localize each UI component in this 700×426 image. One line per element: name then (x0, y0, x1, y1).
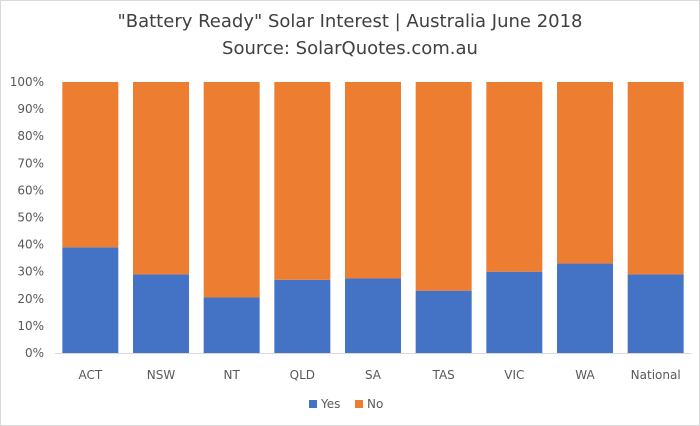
y-tick-label: 10% (17, 319, 44, 333)
bar-yes-tas (415, 290, 472, 353)
y-tick-label: 90% (17, 102, 44, 116)
bar-yes-nsw (133, 274, 189, 353)
legend-label-no: No (367, 397, 383, 411)
y-tick-label: 40% (17, 238, 44, 252)
bar-yes-national (627, 274, 684, 353)
y-tick-label: 60% (17, 183, 44, 197)
legend-label-yes: Yes (320, 397, 340, 411)
y-tick-label: 20% (17, 292, 44, 306)
bar-no-tas (415, 82, 472, 291)
y-tick-label: 30% (17, 265, 44, 279)
bar-no-act (62, 82, 119, 248)
y-tick-label: 80% (17, 129, 44, 143)
x-tick-label: VIC (504, 368, 524, 382)
bar-no-national (627, 82, 684, 275)
chart-subtitle: Source: SolarQuotes.com.au (222, 38, 478, 59)
legend-swatch-no (355, 400, 363, 408)
x-tick-label: NSW (147, 368, 176, 382)
x-tick-label: NT (224, 368, 241, 382)
legend-swatch-yes (309, 400, 317, 408)
bar-yes-vic (486, 271, 543, 353)
bar-no-vic (486, 82, 543, 272)
bar-no-sa (345, 82, 401, 279)
chart-title: "Battery Ready" Solar Interest | Austral… (117, 11, 583, 32)
bar-no-nsw (133, 82, 189, 275)
bar-yes-sa (345, 278, 401, 353)
bar-yes-wa (557, 263, 613, 353)
x-tick-label: ACT (78, 368, 102, 382)
x-tick-label: SA (365, 368, 382, 382)
y-tick-label: 50% (17, 211, 44, 225)
x-tick-label: QLD (290, 368, 315, 382)
x-tick-label: TAS (432, 368, 455, 382)
y-tick-label: 100% (10, 75, 44, 89)
y-tick-label: 0% (25, 346, 44, 360)
bar-yes-qld (274, 279, 331, 353)
bar-yes-act (62, 247, 119, 353)
bar-no-nt (203, 82, 260, 298)
bar-no-qld (274, 82, 331, 280)
x-tick-label: National (631, 368, 681, 382)
bar-yes-nt (203, 297, 260, 353)
x-tick-label: WA (575, 368, 595, 382)
y-tick-label: 70% (17, 156, 44, 170)
bar-no-wa (557, 82, 613, 264)
